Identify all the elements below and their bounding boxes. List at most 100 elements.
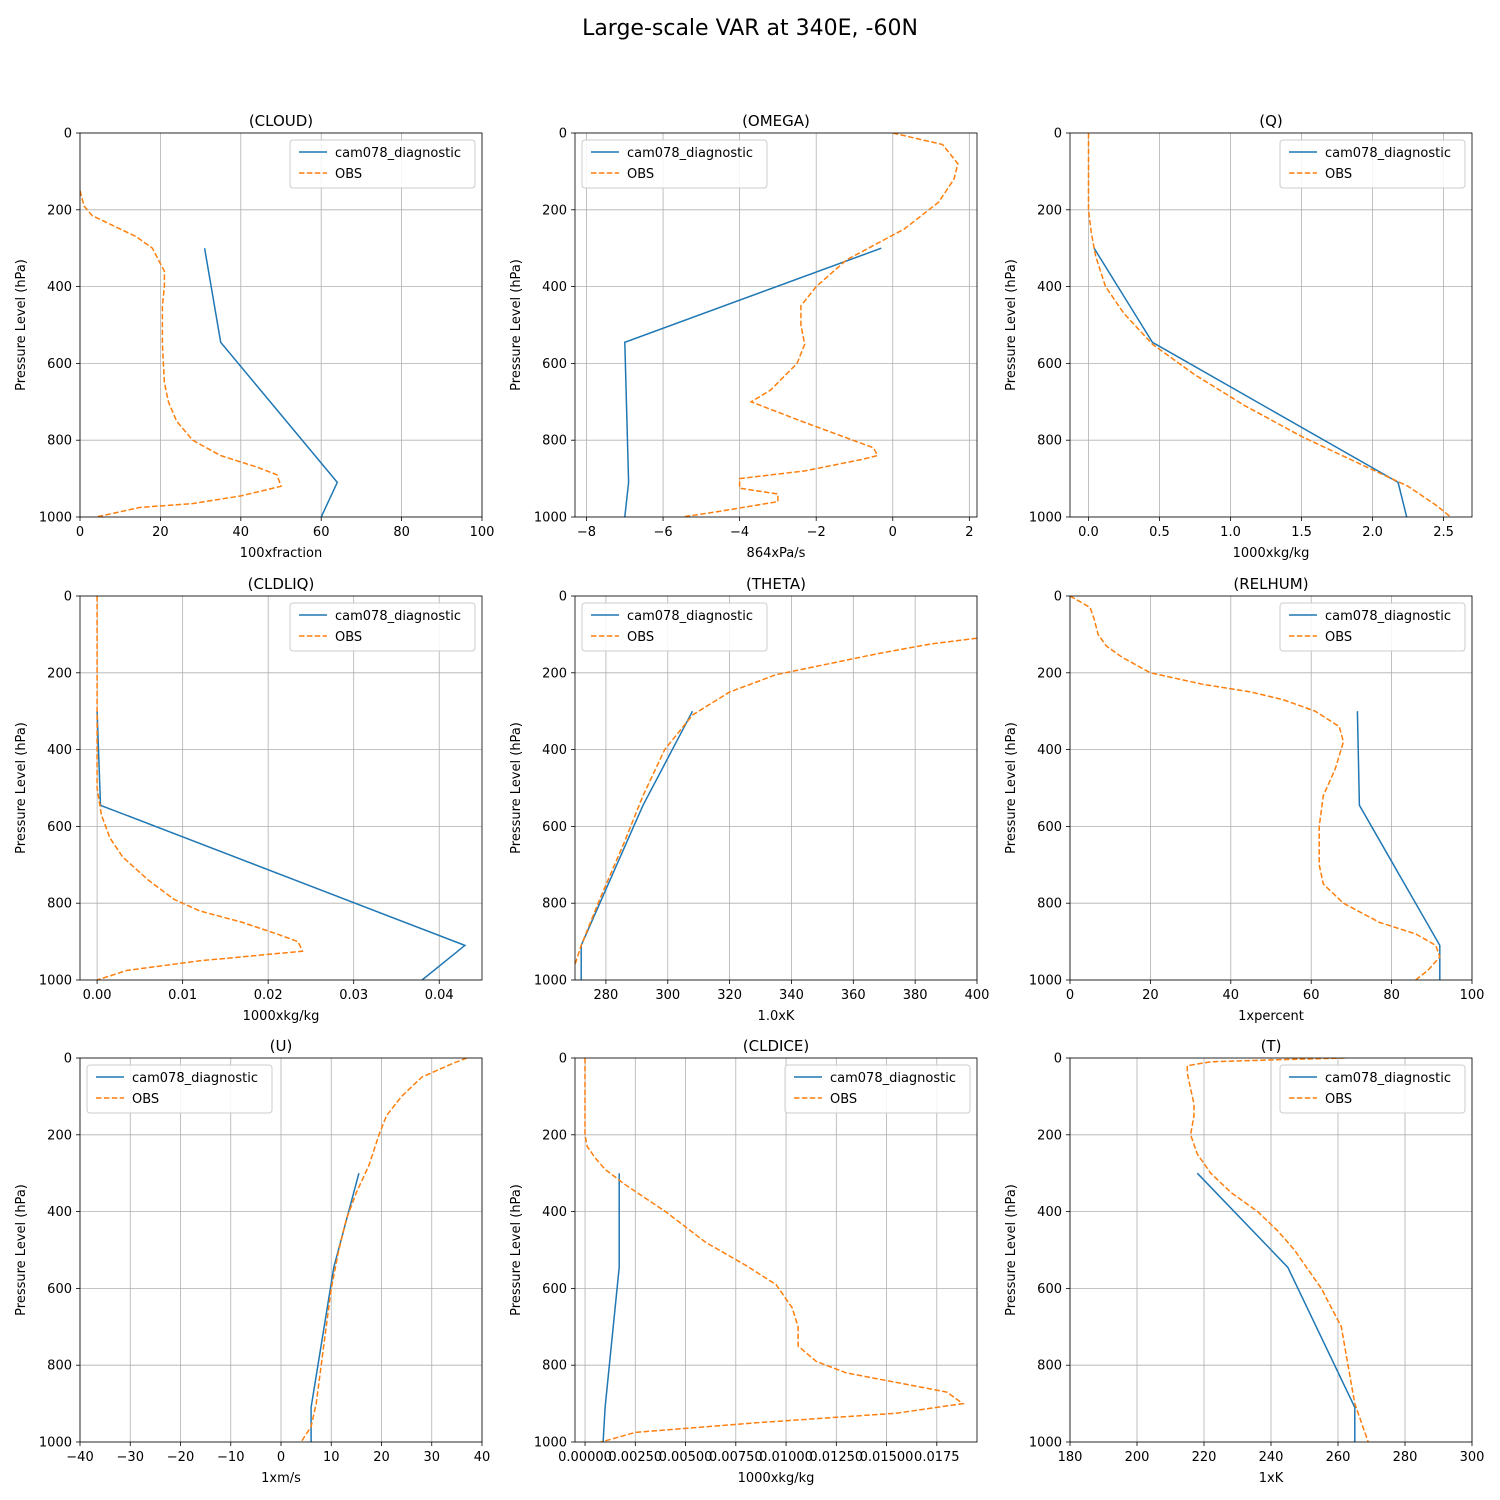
- x-axis-label: 1xK: [1259, 1471, 1284, 1486]
- x-tick-label: 60: [313, 525, 330, 540]
- legend-box: [1279, 1064, 1466, 1114]
- x-tick-label: −4: [730, 525, 749, 540]
- model-series-line: [203, 248, 339, 517]
- y-tick-label: 800: [542, 434, 567, 449]
- obs-series-line: [584, 1058, 965, 1442]
- legend-label: cam078_diagnostic: [1325, 609, 1451, 624]
- y-tick-label: 800: [1037, 434, 1062, 449]
- subplot-title: (OMEGA): [742, 112, 810, 130]
- y-tick-label: 600: [542, 1282, 567, 1297]
- legend-label: cam078_diagnostic: [335, 146, 461, 161]
- y-tick-label: 0: [559, 1052, 567, 1067]
- legend: cam078_diagnostic OBS: [289, 602, 476, 652]
- legend-box: [784, 1064, 971, 1114]
- x-tick-label: 0.01250: [809, 1450, 863, 1465]
- x-tick-label: 380: [903, 988, 928, 1003]
- legend-label: cam078_diagnostic: [132, 1071, 258, 1086]
- obs-series-line: [96, 596, 304, 980]
- y-tick-label: 600: [1037, 820, 1062, 835]
- subplot-title: (U): [270, 1037, 293, 1055]
- legend-box: [1279, 139, 1466, 189]
- y-tick-label: 200: [47, 666, 72, 681]
- y-tick-label: 400: [1037, 1205, 1062, 1220]
- x-tick-label: 0.00750: [709, 1450, 763, 1465]
- y-tick-label: 0: [64, 127, 72, 142]
- x-axis-label: 864xPa/s: [747, 546, 806, 561]
- y-tick-label: 800: [47, 897, 72, 912]
- x-axis-label: 1000xkg/kg: [738, 1471, 815, 1486]
- legend-label: OBS: [335, 630, 362, 645]
- legend-label: OBS: [1325, 1092, 1352, 1107]
- y-tick-label: 600: [1037, 357, 1062, 372]
- model-series-line: [580, 710, 694, 980]
- y-tick-label: 400: [542, 743, 567, 758]
- y-tick-label: 400: [542, 1205, 567, 1220]
- x-tick-label: 0: [277, 1450, 285, 1465]
- y-tick-label: 1000: [39, 1436, 72, 1451]
- y-tick-label: 200: [542, 1128, 567, 1143]
- x-tick-label: 20: [1142, 988, 1159, 1003]
- x-tick-label: 2: [965, 525, 973, 540]
- x-tick-label: 300: [655, 988, 680, 1003]
- y-tick-label: 600: [47, 357, 72, 372]
- x-tick-label: 100: [470, 525, 495, 540]
- series-group: [584, 1058, 965, 1442]
- subplot-title: (Q): [1259, 112, 1283, 130]
- legend-box: [581, 139, 768, 189]
- y-tick-label: 0: [64, 1052, 72, 1067]
- y-tick-label: 1000: [1029, 1436, 1062, 1451]
- y-tick-label: 0: [1054, 590, 1062, 605]
- subplot-relhum: 0 20 40 60 80 10002004006008001000(RELHUM)1xp…: [1004, 575, 1484, 1024]
- subplot-u: −40 −30 −20 −10 0 10 20 30 4002004006008001000(U…: [14, 1037, 490, 1486]
- axes-frame: [574, 132, 978, 518]
- x-tick-label: 30: [423, 1450, 440, 1465]
- axes-frame: [1069, 132, 1473, 518]
- y-tick-label: 200: [1037, 1128, 1062, 1143]
- x-axis-label: 1xpercent: [1238, 1009, 1304, 1024]
- x-axis-label: 1.0xK: [758, 1009, 795, 1024]
- legend: cam078_diagnostic OBS: [289, 139, 476, 189]
- y-axis-label: Pressure Level (hPa): [509, 722, 524, 854]
- x-tick-label: 20: [373, 1450, 390, 1465]
- legend: cam078_diagnostic OBS: [784, 1064, 971, 1114]
- y-tick-label: 0: [64, 590, 72, 605]
- x-tick-label: 40: [1223, 988, 1240, 1003]
- legend: cam078_diagnostic OBS: [581, 602, 768, 652]
- x-tick-label: 0: [889, 525, 897, 540]
- y-tick-label: 800: [542, 1359, 567, 1374]
- x-tick-label: 280: [594, 988, 619, 1003]
- x-tick-label: −2: [807, 525, 826, 540]
- y-tick-label: 400: [47, 1205, 72, 1220]
- x-tick-label: −8: [577, 525, 596, 540]
- x-axis-label: 100xfraction: [240, 546, 322, 561]
- y-tick-label: 400: [542, 280, 567, 295]
- y-tick-label: 600: [1037, 1282, 1062, 1297]
- subplot-theta: 280 300 320 340 360 380 400 0 200 400 600 800 1000 (T…: [509, 575, 989, 1024]
- y-tick-label: 800: [1037, 1359, 1062, 1374]
- subplot-title: (T): [1261, 1037, 1282, 1055]
- legend-box: [289, 602, 476, 652]
- series-group: [1087, 133, 1452, 517]
- x-tick-label: 180: [1058, 1450, 1083, 1465]
- y-tick-label: 0: [559, 590, 567, 605]
- x-tick-label: 0.01500: [860, 1450, 914, 1465]
- x-tick-label: 40: [233, 525, 250, 540]
- series-group: [575, 637, 977, 980]
- model-series-line: [602, 1173, 620, 1442]
- x-tick-label: 20: [152, 525, 169, 540]
- x-tick-label: 240: [1259, 1450, 1284, 1465]
- x-tick-label: 2.5: [1433, 525, 1454, 540]
- y-tick-label: 400: [1037, 280, 1062, 295]
- axes-frame: [574, 1057, 978, 1443]
- y-tick-label: 800: [47, 1359, 72, 1374]
- obs-series-line: [682, 133, 959, 517]
- y-tick-label: 1000: [534, 974, 567, 989]
- y-axis-label: Pressure Level (hPa): [509, 259, 524, 391]
- model-series-line: [96, 711, 467, 980]
- x-tick-label: 0: [76, 525, 84, 540]
- x-tick-label: 0.01: [168, 988, 197, 1003]
- legend-box: [581, 602, 768, 652]
- legend-label: cam078_diagnostic: [1325, 1071, 1451, 1086]
- x-tick-label: 80: [1383, 988, 1400, 1003]
- x-axis-label: 1xm/s: [261, 1471, 301, 1486]
